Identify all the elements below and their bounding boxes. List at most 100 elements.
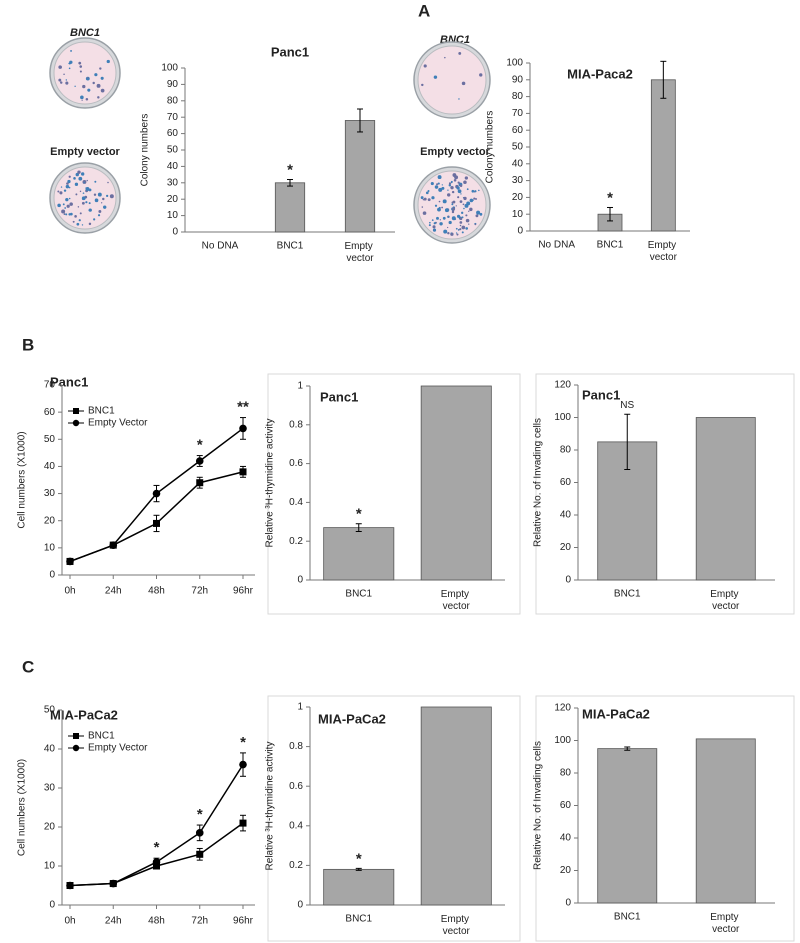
colony: [459, 217, 463, 221]
y-tick-label: 40: [44, 461, 56, 472]
dish-label: Empty vector: [420, 146, 490, 158]
colony: [439, 222, 443, 226]
colony: [66, 204, 70, 208]
colony: [85, 187, 90, 191]
colony: [460, 193, 462, 195]
colony: [65, 197, 69, 202]
colony: [469, 198, 474, 203]
colony: [455, 232, 458, 234]
y-tick-label: 60: [44, 407, 56, 418]
colony: [438, 206, 441, 209]
colony: [83, 181, 86, 184]
colony: [88, 222, 92, 226]
colony: [65, 213, 68, 216]
colony: [464, 176, 468, 180]
colony: [437, 175, 442, 180]
y-tick-label: 50: [512, 142, 524, 153]
y-tick-label: 20: [44, 822, 56, 833]
panel-label: C: [22, 657, 34, 676]
y-tick-label: 70: [512, 108, 524, 119]
colony: [88, 188, 92, 192]
colony: [72, 220, 75, 223]
y-tick-label: 20: [167, 194, 179, 205]
colony: [64, 207, 67, 209]
y-tick-label: 0.4: [289, 820, 303, 831]
colony: [66, 182, 69, 185]
annotation: *: [356, 850, 362, 867]
colony: [427, 198, 431, 202]
colony: [474, 190, 477, 193]
y-tick-label: 0: [517, 226, 523, 237]
colony: [81, 224, 84, 226]
colony: [441, 186, 445, 190]
colony: [456, 186, 460, 190]
colony: [427, 190, 430, 193]
colony: [97, 214, 101, 217]
marker: [195, 457, 204, 465]
colony: [105, 194, 109, 198]
y-tick-label: 0: [565, 898, 571, 909]
y-tick-label: 1: [297, 702, 303, 713]
y-tick-label: 0: [172, 227, 178, 238]
colony: [446, 193, 451, 197]
colony: [475, 197, 477, 200]
annotation: *: [607, 189, 613, 206]
colony: [442, 199, 447, 204]
colony: [82, 192, 85, 194]
y-tick-label: 20: [512, 192, 524, 203]
colony: [95, 198, 98, 201]
legend-marker: [73, 733, 79, 739]
marker: [239, 819, 247, 827]
panel-frame: [267, 373, 521, 615]
y-tick-label: 0.2: [289, 536, 303, 547]
colony: [436, 216, 439, 220]
y-tick-label: 30: [44, 783, 56, 794]
colony: [68, 186, 71, 189]
colony: [448, 182, 452, 185]
y-axis-label: Relative No. of Invading cells: [533, 418, 544, 547]
colony: [75, 193, 78, 196]
colony: [75, 172, 79, 177]
panel-frame: [535, 695, 795, 942]
bar: [420, 385, 492, 581]
colony: [468, 223, 470, 225]
x-tick-label: BNC1: [277, 241, 304, 252]
colony: [451, 203, 454, 206]
colony: [78, 219, 81, 222]
dish-label: Empty vector: [50, 146, 120, 158]
colony: [452, 200, 456, 204]
marker: [66, 881, 74, 890]
legend-label: BNC1: [88, 406, 115, 417]
colony: [62, 203, 65, 206]
y-tick-label: 30: [44, 488, 56, 499]
colony: [81, 99, 83, 101]
bar: [695, 417, 756, 581]
y-tick-label: 20: [560, 542, 572, 553]
colony: [443, 229, 448, 234]
x-tick-label: BNC1: [614, 912, 641, 923]
y-tick-label: 0: [565, 575, 571, 586]
y-tick-label: 30: [167, 177, 179, 188]
colony: [461, 81, 466, 86]
colony: [68, 175, 71, 178]
colony: [65, 81, 69, 85]
panel-label: B: [22, 335, 34, 354]
colony: [457, 181, 460, 184]
colony: [469, 207, 473, 212]
colony: [69, 202, 73, 206]
colony: [457, 196, 460, 199]
colony: [421, 206, 424, 208]
colony: [455, 205, 457, 207]
colony: [78, 61, 82, 65]
colony: [77, 170, 81, 174]
y-tick-label: 80: [560, 445, 572, 456]
colony: [436, 183, 439, 186]
y-tick-label: 50: [167, 145, 179, 156]
colony: [86, 179, 88, 182]
colony: [434, 204, 438, 207]
y-tick-label: 0.4: [289, 497, 303, 508]
colony: [459, 228, 462, 231]
colony: [447, 189, 449, 191]
colony: [58, 78, 62, 82]
x-tick-label: 72h: [191, 916, 208, 927]
